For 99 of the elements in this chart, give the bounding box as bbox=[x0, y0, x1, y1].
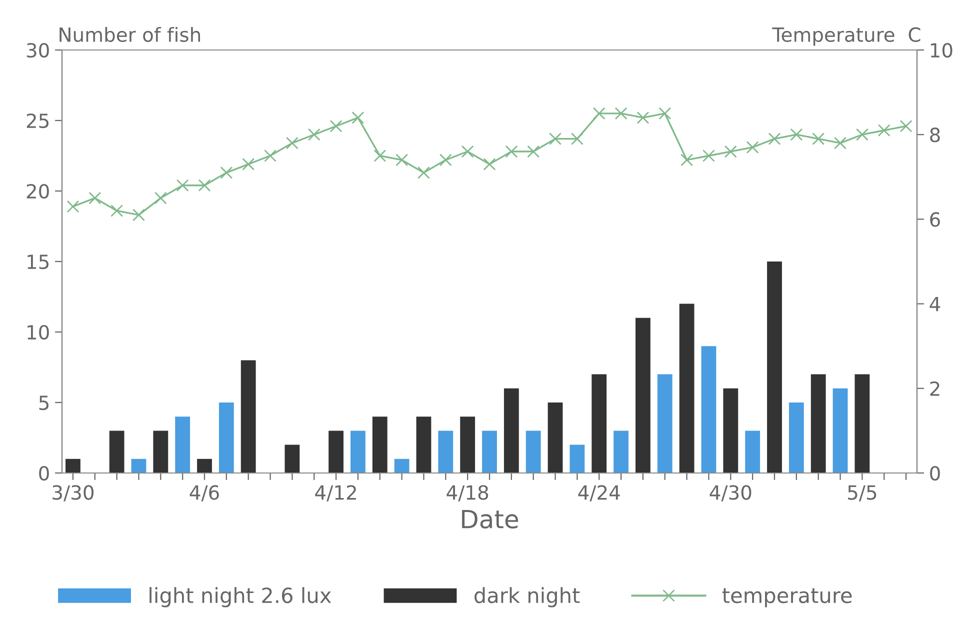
bar bbox=[416, 416, 432, 473]
x-tick-label: 3/30 bbox=[52, 485, 94, 502]
point bbox=[505, 145, 518, 158]
point bbox=[636, 111, 650, 124]
point bbox=[439, 154, 452, 166]
x-axis-title: Date bbox=[462, 510, 518, 529]
bar bbox=[810, 374, 826, 473]
x-tick-label: 4/12 bbox=[315, 485, 356, 502]
point bbox=[374, 150, 386, 162]
point bbox=[220, 166, 233, 179]
point bbox=[417, 166, 430, 179]
bar bbox=[679, 304, 694, 473]
bar bbox=[350, 430, 366, 473]
point bbox=[702, 150, 715, 162]
y2-axis-title: Temperature C bbox=[772, 27, 920, 46]
point bbox=[88, 192, 102, 204]
point bbox=[110, 204, 124, 217]
bar bbox=[240, 360, 256, 473]
bar bbox=[131, 458, 146, 473]
bar bbox=[614, 430, 628, 473]
point bbox=[330, 120, 342, 132]
bar bbox=[570, 444, 585, 473]
y-tick-label: 20 bbox=[26, 184, 49, 199]
bar bbox=[788, 402, 804, 473]
legend-label: dark night bbox=[474, 587, 580, 608]
point bbox=[812, 132, 825, 146]
y-tick-label: 5 bbox=[39, 396, 48, 410]
bar bbox=[657, 374, 672, 473]
bar bbox=[284, 444, 300, 473]
bar bbox=[197, 458, 212, 473]
y2-tick-label: 10 bbox=[930, 42, 952, 58]
point bbox=[724, 145, 737, 158]
point bbox=[264, 150, 277, 162]
point bbox=[856, 128, 868, 141]
bar bbox=[832, 388, 848, 473]
bar bbox=[460, 416, 476, 473]
bar bbox=[504, 388, 519, 473]
legend-label: temperature bbox=[722, 588, 852, 608]
point bbox=[549, 132, 562, 146]
y-tick-label: 15 bbox=[28, 254, 48, 270]
y2-tick-label: 2 bbox=[930, 381, 940, 396]
point bbox=[154, 192, 167, 204]
point bbox=[396, 154, 408, 166]
y-tick-label: 0 bbox=[39, 466, 49, 481]
point bbox=[176, 179, 189, 192]
bar bbox=[218, 402, 234, 473]
point bbox=[614, 107, 628, 120]
bar bbox=[745, 430, 760, 473]
bar bbox=[328, 430, 344, 473]
bar bbox=[701, 346, 716, 473]
point bbox=[132, 208, 145, 222]
point bbox=[592, 107, 606, 120]
point bbox=[308, 128, 320, 141]
bar bbox=[482, 430, 497, 473]
x-tick-label: 4/24 bbox=[578, 485, 620, 502]
bar bbox=[592, 374, 607, 473]
bar bbox=[109, 430, 124, 473]
point bbox=[66, 200, 80, 213]
point bbox=[198, 179, 211, 192]
y-tick-label: 30 bbox=[26, 42, 49, 58]
bar bbox=[153, 430, 168, 473]
point bbox=[900, 120, 912, 132]
bar bbox=[394, 458, 410, 473]
y-tick-label: 25 bbox=[26, 113, 48, 128]
bar bbox=[438, 430, 454, 473]
point bbox=[834, 136, 847, 150]
bar bbox=[372, 416, 388, 473]
bar bbox=[636, 318, 650, 473]
bar bbox=[66, 458, 80, 473]
bar bbox=[767, 262, 782, 473]
point bbox=[242, 158, 255, 170]
point bbox=[527, 145, 540, 158]
bar bbox=[175, 416, 190, 473]
bar bbox=[526, 430, 541, 473]
bar bbox=[548, 402, 563, 473]
point bbox=[746, 141, 759, 154]
x-tick-label: 4/18 bbox=[446, 485, 488, 502]
y2-tick-label: 6 bbox=[930, 212, 940, 227]
bar bbox=[854, 374, 870, 473]
point bbox=[768, 132, 781, 146]
legend-label: light night 2.6 lux bbox=[150, 587, 332, 608]
y-tick-label: 10 bbox=[28, 324, 49, 340]
point bbox=[658, 107, 672, 120]
y2-tick-label: 8 bbox=[930, 128, 940, 142]
y-axis-title: Number of fish bbox=[60, 26, 200, 42]
x-tick-label: 4/6 bbox=[190, 485, 219, 502]
bar bbox=[723, 388, 738, 473]
y2-tick-label: 0 bbox=[930, 466, 940, 481]
y2-tick-label: 4 bbox=[930, 297, 940, 312]
point bbox=[790, 128, 803, 141]
x-tick-label: 5/5 bbox=[848, 485, 876, 502]
point bbox=[878, 124, 890, 137]
point bbox=[570, 132, 584, 146]
x-tick-label: 4/30 bbox=[710, 485, 752, 502]
point bbox=[483, 158, 496, 170]
point bbox=[461, 145, 474, 158]
point bbox=[680, 154, 694, 166]
point bbox=[286, 136, 298, 150]
point bbox=[352, 111, 364, 124]
